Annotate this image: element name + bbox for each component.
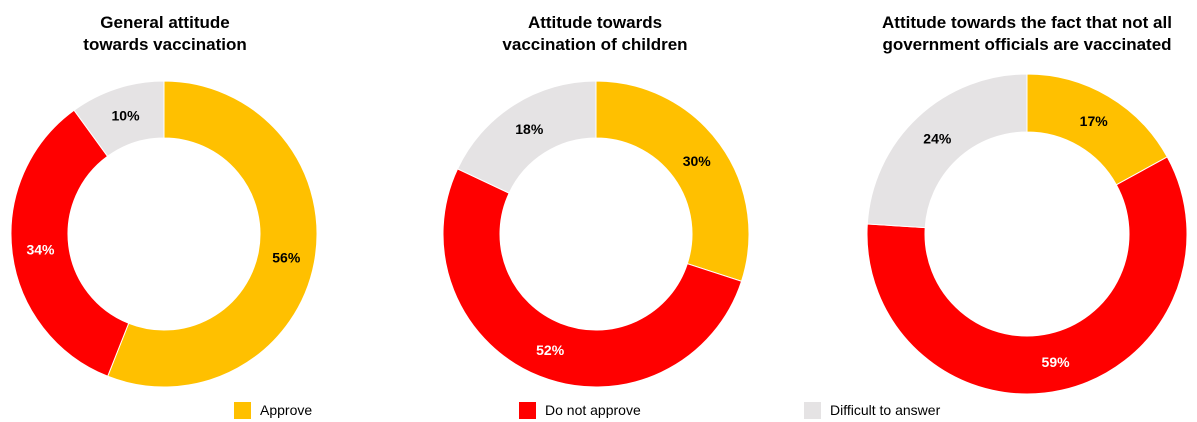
chart-title-line: Attitude towards xyxy=(527,13,663,32)
donut-slice-difficult-to-answer xyxy=(456,80,597,194)
chart-title-general-attitude: General attitude towards vaccination xyxy=(40,12,290,56)
data-label-approve: 17% xyxy=(1080,113,1109,129)
donut-slice-approve xyxy=(595,80,750,282)
donut-slice-difficult-to-answer xyxy=(73,80,165,158)
chart-title-officials-vaccinated: Attitude towards the fact that not all g… xyxy=(862,12,1192,56)
chart-title-line: vaccination of children xyxy=(502,35,688,54)
donut-slice-do-not-approve xyxy=(866,156,1188,395)
donut-chart-1: 56% 34% 10% xyxy=(10,80,318,388)
donut-slice-do-not-approve xyxy=(442,168,743,388)
legend-label: Difficult to answer xyxy=(830,402,941,418)
data-label-difficult-to-answer: 18% xyxy=(515,121,544,137)
legend-swatch-approve xyxy=(234,401,251,419)
legend-swatch-difficult-to-answer xyxy=(804,401,821,419)
donut-slice-approve xyxy=(107,80,318,388)
donut-chart-2: 30% 52% 18% xyxy=(442,80,750,388)
legend-item-approve: Approve xyxy=(234,401,312,419)
data-label-difficult-to-answer: 24% xyxy=(923,131,952,147)
data-label-approve: 56% xyxy=(272,249,301,265)
data-label-do-not-approve: 34% xyxy=(26,242,55,258)
donut-slice-do-not-approve xyxy=(10,109,130,377)
donut-slice-difficult-to-answer xyxy=(866,73,1028,229)
chart-title-children-vaccination: Attitude towards vaccination of children xyxy=(470,12,720,56)
data-label-do-not-approve: 52% xyxy=(536,342,565,358)
legend-item-do-not-approve: Do not approve xyxy=(519,401,641,419)
chart-title-line: towards vaccination xyxy=(83,35,247,54)
legend-swatch-do-not-approve xyxy=(519,401,536,419)
chart-title-line: General attitude xyxy=(100,13,230,32)
legend-label: Do not approve xyxy=(545,402,641,418)
donut-chart-3: 17% 59% 24% xyxy=(866,73,1188,395)
data-label-do-not-approve: 59% xyxy=(1042,354,1071,370)
chart-title-line: Attitude towards the fact that not all xyxy=(882,13,1172,32)
data-label-difficult-to-answer: 10% xyxy=(112,108,141,124)
chart-title-line: government officials are vaccinated xyxy=(882,35,1172,54)
legend-item-difficult-to-answer: Difficult to answer xyxy=(804,401,940,419)
legend-label: Approve xyxy=(260,402,313,418)
data-label-approve: 30% xyxy=(683,153,712,169)
